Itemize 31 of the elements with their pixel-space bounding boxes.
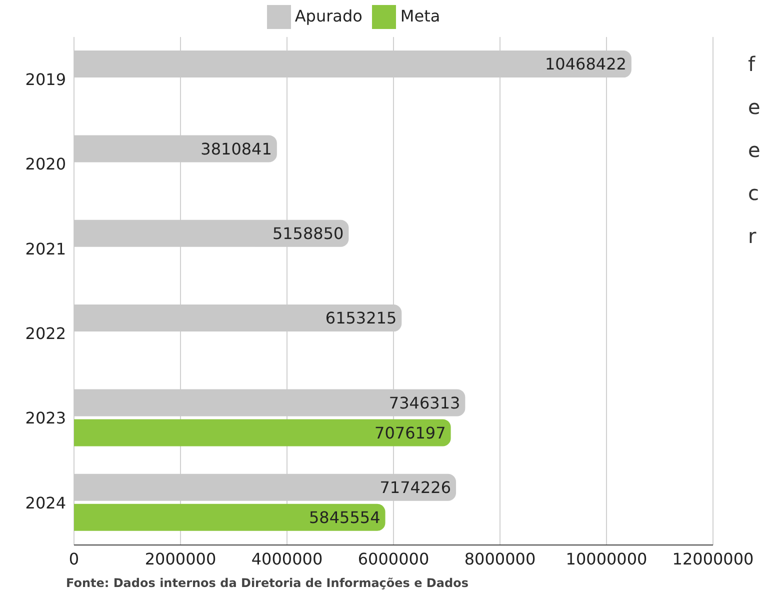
x-tick-label: 8000000 xyxy=(464,549,536,568)
text: e xyxy=(748,138,760,162)
text: r xyxy=(748,224,756,248)
data-label: 6153215 xyxy=(325,308,397,328)
data-label: 10468422 xyxy=(545,54,626,74)
data-label: 7346313 xyxy=(388,393,460,412)
source-note: Fonte: Dados internos da Diretoria de Informações e Dados xyxy=(66,576,468,590)
data-label: 5845554 xyxy=(309,508,380,528)
bar xyxy=(74,419,451,446)
text: e xyxy=(748,95,760,119)
text: f xyxy=(748,52,756,76)
data-label: 7174226 xyxy=(380,478,452,498)
y-tick-label: 2021 xyxy=(25,239,66,258)
x-tick-label: 0 xyxy=(68,549,80,568)
x-tick-label: 6000000 xyxy=(358,549,430,568)
y-tick-label: 2019 xyxy=(25,70,66,90)
x-tick-label: 12000000 xyxy=(672,549,754,568)
y-tick-label: 2023 xyxy=(25,408,66,428)
y-tick-label: 2020 xyxy=(25,154,66,174)
x-tick-label: 2000000 xyxy=(144,549,216,568)
legend-label: Meta xyxy=(400,6,440,26)
y-tick-label: 2024 xyxy=(25,493,66,512)
bar xyxy=(74,504,386,531)
data-label: 7076197 xyxy=(374,423,446,442)
legend-label: Apurado xyxy=(294,6,362,26)
text: c xyxy=(748,181,759,205)
data-label: 3810841 xyxy=(200,139,272,158)
y-tick-label: 2022 xyxy=(25,324,66,344)
x-tick-label: 4000000 xyxy=(251,549,323,568)
data-label: 5158850 xyxy=(272,224,344,244)
x-tick-label: 10000000 xyxy=(566,549,648,568)
